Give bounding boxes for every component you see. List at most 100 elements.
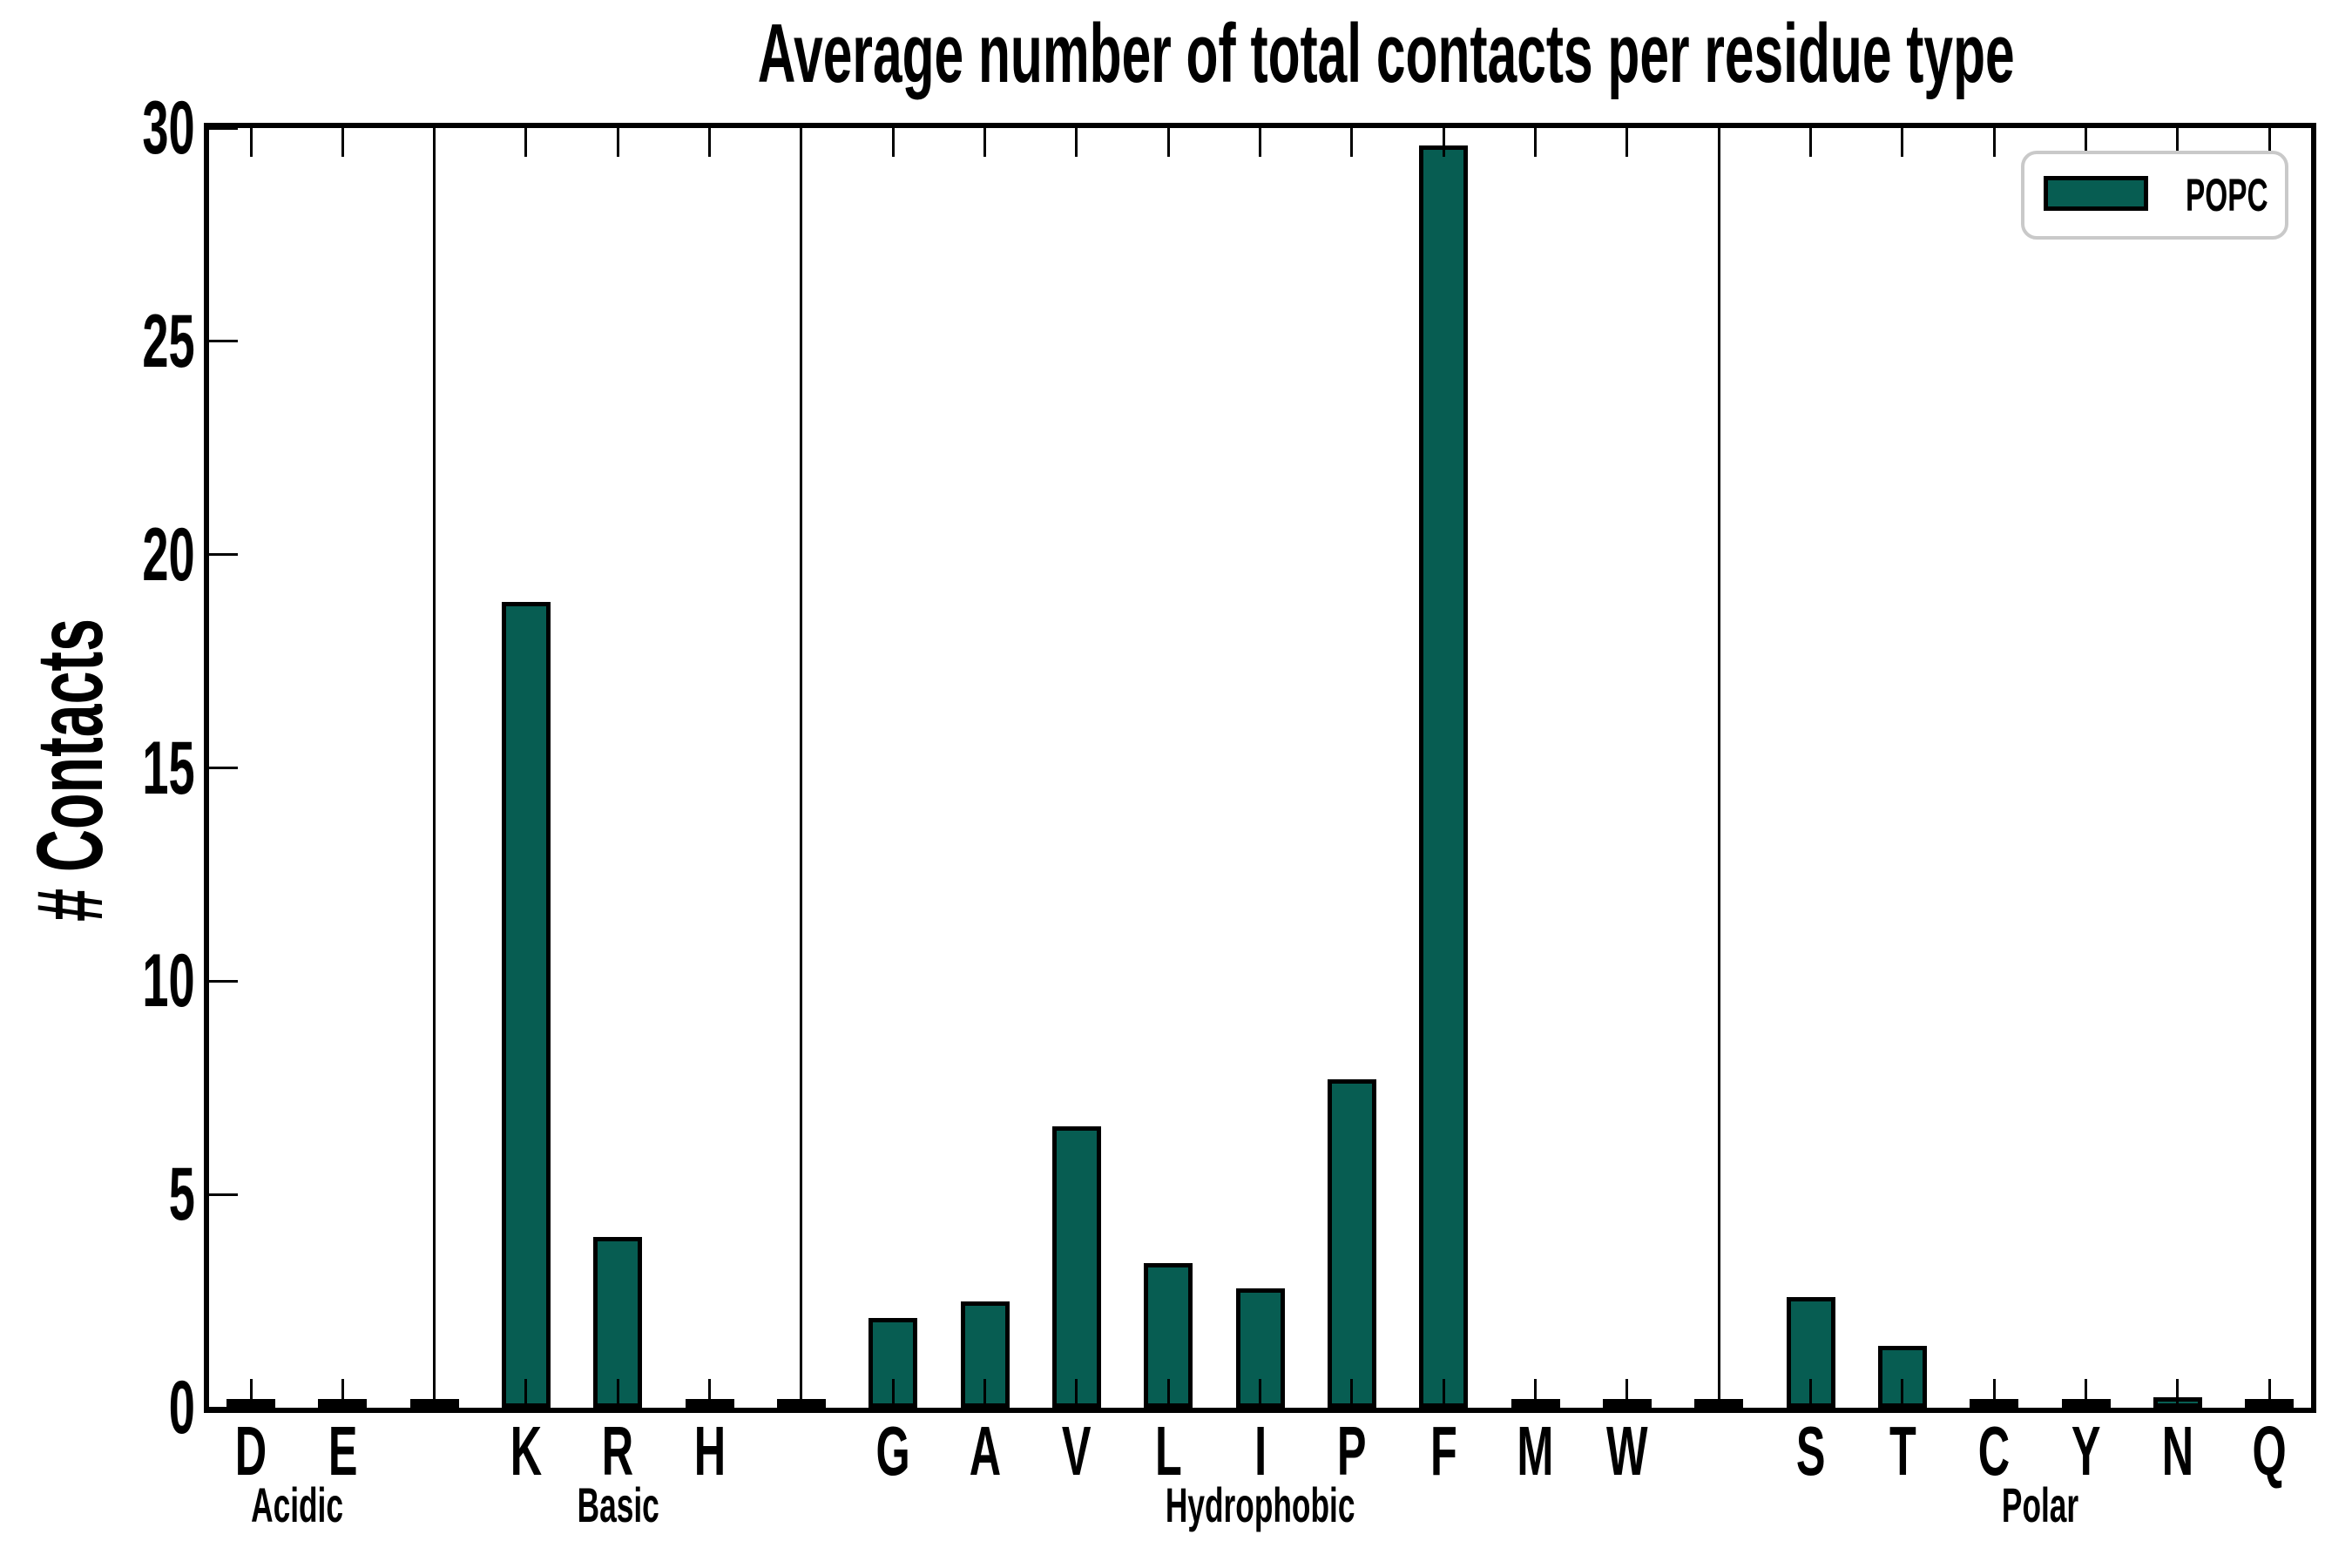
y-tick-label-text: 20 [142, 512, 195, 597]
bar-P [1327, 1078, 1376, 1408]
x-tick-label-W: W [1575, 1416, 1680, 1486]
x-tick-top [616, 128, 619, 157]
x-tick-label-D: D [199, 1416, 303, 1486]
bar-K [501, 601, 551, 1408]
group-label-polar: Polar [1866, 1481, 2214, 1530]
y-tick-label-text: 30 [142, 86, 195, 170]
legend-swatch [2044, 176, 2148, 211]
x-tick-label-text: V [1062, 1412, 1092, 1490]
group-label-acidic: Acidic [123, 1481, 471, 1530]
x-tick-label-text: Q [2252, 1412, 2287, 1490]
x-tick-label-text: P [1337, 1412, 1367, 1490]
x-tick-bottom [983, 1379, 987, 1408]
x-tick-bottom [2085, 1379, 2088, 1408]
x-tick-bottom [524, 1379, 528, 1408]
x-tick-label-text: I [1254, 1412, 1267, 1490]
x-tick-label-G: G [841, 1416, 945, 1486]
x-tick-label-I: I [1208, 1416, 1313, 1486]
x-tick-label-A: A [933, 1416, 1037, 1486]
x-tick-label-text: W [1606, 1412, 1648, 1490]
x-tick-top [1350, 128, 1354, 157]
x-tick-top [1075, 128, 1078, 157]
x-tick-bottom [2176, 1379, 2180, 1408]
x-tick-bottom [708, 1379, 712, 1408]
x-tick-label-H: H [658, 1416, 762, 1486]
group-divider [433, 128, 436, 1408]
x-tick-label-text: C [1978, 1412, 2011, 1490]
x-tick-label-text: N [2161, 1412, 2194, 1490]
x-tick-bottom [1901, 1379, 1904, 1408]
x-tick-label-L: L [1116, 1416, 1220, 1486]
group-divider [800, 128, 803, 1408]
x-tick-label-V: V [1024, 1416, 1129, 1486]
x-tick-top [891, 128, 895, 157]
x-tick-top [1442, 128, 1445, 157]
x-tick-label-text: E [328, 1412, 358, 1490]
x-tick-bottom [1350, 1379, 1354, 1408]
y-tick [209, 1193, 238, 1196]
y-tick [209, 126, 238, 130]
y-tick-label-text: 15 [142, 726, 195, 810]
y-tick [209, 340, 238, 343]
y-tick [209, 767, 238, 769]
y-tick-label-10: 10 [0, 943, 195, 1018]
bar-V [1051, 1125, 1101, 1408]
x-tick-label-text: M [1517, 1412, 1554, 1490]
group-label-text: Polar [2001, 1477, 2079, 1532]
y-tick [209, 553, 238, 557]
x-tick-bottom [2268, 1379, 2271, 1408]
legend-label: POPC [2186, 154, 2316, 236]
plot-area [204, 123, 2316, 1413]
x-tick-label-E: E [290, 1416, 395, 1486]
x-tick-label-P: P [1300, 1416, 1404, 1486]
x-tick-label-Q: Q [2217, 1416, 2322, 1486]
y-tick-label-0: 0 [0, 1370, 195, 1445]
x-tick-top [1259, 128, 1262, 157]
x-tick-top [708, 128, 712, 157]
x-tick-label-C: C [1942, 1416, 2046, 1486]
x-tick-label-K: K [474, 1416, 578, 1486]
y-tick-label-text: 0 [168, 1366, 195, 1450]
x-tick-top [2085, 128, 2088, 157]
bar-near-zero [409, 1399, 459, 1408]
plot-inner [209, 126, 2311, 1409]
x-tick-top [1534, 128, 1538, 157]
x-tick-label-F: F [1391, 1416, 1496, 1486]
y-tick-label-text: 5 [168, 1152, 195, 1237]
x-tick-label-text: Y [2071, 1412, 2101, 1490]
x-tick-bottom [1442, 1379, 1445, 1408]
y-tick-label-25: 25 [0, 304, 195, 379]
bar-S [1786, 1296, 1835, 1408]
x-tick-label-text: T [1889, 1412, 1916, 1490]
x-tick-bottom [1809, 1379, 1813, 1408]
x-tick-bottom [1625, 1379, 1629, 1408]
x-tick-label-Y: Y [2034, 1416, 2139, 1486]
legend-label-text: POPC [2186, 169, 2268, 221]
x-tick-top [249, 128, 253, 157]
x-tick-label-text: D [234, 1412, 267, 1490]
chart-title-text: Average number of total contacts per res… [757, 7, 2015, 100]
x-tick-bottom [341, 1379, 344, 1408]
bar-near-zero [1694, 1399, 1744, 1408]
x-tick-top [1901, 128, 1904, 157]
y-tick [209, 979, 238, 983]
x-tick-bottom [249, 1379, 253, 1408]
y-tick-label-text: 25 [142, 299, 195, 383]
x-tick-label-T: T [1850, 1416, 1955, 1486]
bar-F [1419, 145, 1469, 1408]
y-tick-label-5: 5 [0, 1157, 195, 1232]
x-tick-label-N: N [2126, 1416, 2230, 1486]
x-tick-label-S: S [1759, 1416, 1863, 1486]
chart-title: Average number of total contacts per res… [389, 12, 2131, 96]
x-tick-top [2176, 128, 2180, 157]
x-tick-label-text: K [510, 1412, 543, 1490]
x-tick-label-R: R [565, 1416, 670, 1486]
x-tick-top [2268, 128, 2271, 157]
group-label-text: Hydrophobic [1165, 1477, 1355, 1532]
group-label-basic: Basic [443, 1481, 792, 1530]
x-tick-top [983, 128, 987, 157]
y-tick [209, 1406, 238, 1409]
x-tick-bottom [1259, 1379, 1262, 1408]
x-tick-top [1625, 128, 1629, 157]
x-tick-bottom [1534, 1379, 1538, 1408]
